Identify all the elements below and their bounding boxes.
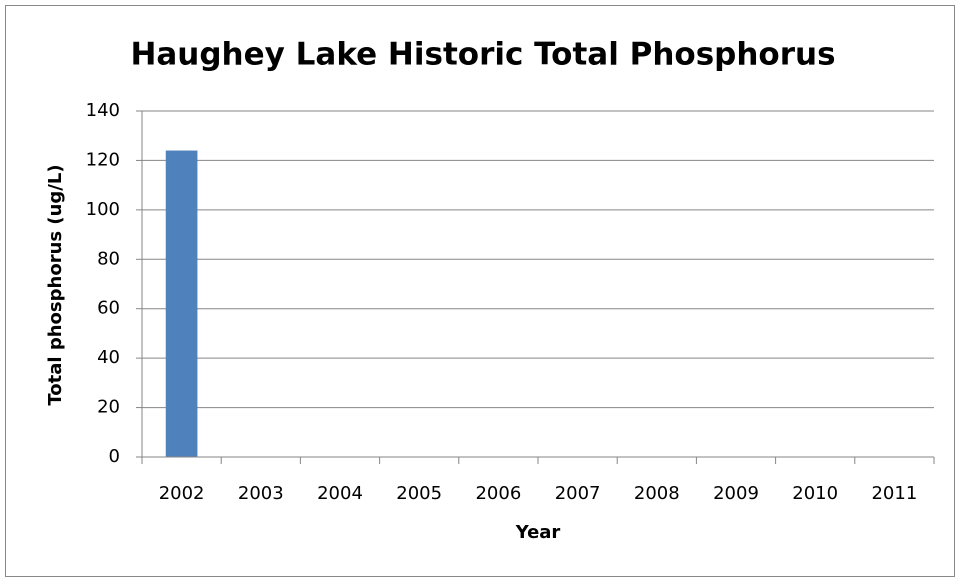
y-tick-label: 120 — [86, 149, 120, 170]
x-tick-label: 2011 — [871, 483, 917, 504]
y-tick-label: 100 — [86, 199, 120, 220]
y-tick-label: 80 — [97, 248, 120, 269]
chart-border — [5, 5, 955, 577]
y-tick-label: 140 — [86, 100, 120, 121]
y-tick-label: 60 — [97, 298, 120, 319]
y-tick-label: 40 — [97, 347, 120, 368]
x-tick-label: 2003 — [238, 483, 284, 504]
x-tick-label: 2004 — [317, 483, 363, 504]
chart-title: Haughey Lake Historic Total Phosphorus — [130, 37, 835, 73]
x-axis-title: Year — [515, 522, 561, 543]
x-tick-label: 2010 — [792, 483, 838, 504]
x-tick-label: 2006 — [475, 483, 521, 504]
y-axis-title: Total phosphorus (ug/L) — [45, 164, 66, 405]
x-tick-label: 2005 — [396, 483, 442, 504]
y-tick-label: 0 — [109, 446, 120, 467]
x-tick-label: 2008 — [634, 483, 680, 504]
x-tick-label: 2002 — [159, 483, 205, 504]
y-tick-label: 20 — [97, 397, 120, 418]
x-tick-label: 2007 — [555, 483, 601, 504]
x-tick-label: 2009 — [713, 483, 759, 504]
bar — [165, 150, 198, 458]
